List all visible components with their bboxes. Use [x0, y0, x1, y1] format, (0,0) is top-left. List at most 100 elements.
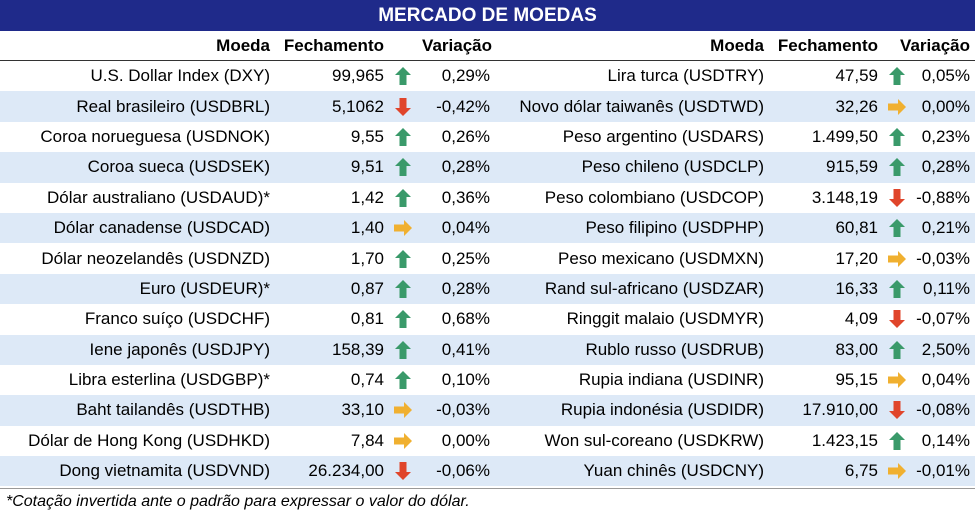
footnote: *Cotação invertida ante o padrão para ex… — [6, 493, 470, 510]
closing-value: 9,51 — [350, 157, 384, 177]
closing-value: 47,59 — [835, 66, 878, 86]
table-title: MERCADO DE MOEDAS — [0, 0, 975, 31]
table-row: U.S. Dollar Index (DXY) 99,965 0,29% Lira t… — [0, 61, 975, 91]
variation-value: 0,28% — [441, 278, 490, 298]
table-body: U.S. Dollar Index (DXY) 99,965 0,29% Lira t… — [0, 61, 975, 487]
trend-up-icon — [390, 274, 416, 304]
trend-flat-icon — [884, 243, 910, 273]
currency-name: Yuan chinês (USDCNY) — [583, 461, 764, 481]
variation-value: 0,14% — [921, 430, 970, 450]
variation-value: 0,10% — [441, 370, 490, 390]
table-row: Dólar australiano (USDAUD)* 1,42 0,36% Peso… — [0, 183, 975, 213]
variation-value: 0,41% — [441, 339, 490, 359]
currency-name: Baht tailandês (USDTHB) — [76, 400, 270, 420]
closing-value: 0,74 — [350, 370, 384, 390]
currency-name: Peso mexicano (USDMXN) — [558, 248, 764, 268]
closing-value: 0,87 — [350, 278, 384, 298]
closing-value: 17,20 — [835, 248, 878, 268]
trend-down-icon — [884, 304, 910, 334]
currency-name: Coroa sueca (USDSEK) — [87, 157, 270, 177]
variation-value: -0,08% — [916, 400, 970, 420]
table-row: Coroa sueca (USDSEK) 9,51 0,28% Peso chilen… — [0, 152, 975, 183]
header-row: Moeda Fechamento Variação Moeda Fechamen… — [0, 31, 975, 61]
variation-value: 0,05% — [921, 66, 970, 86]
currency-name: Dólar neozelandês (USDNZD) — [41, 248, 270, 268]
closing-value: 1.499,50 — [811, 126, 878, 146]
closing-value: 6,75 — [844, 461, 878, 481]
variation-value: -0,03% — [916, 248, 970, 268]
currency-name: Novo dólar taiwanês (USDTWD) — [519, 96, 764, 116]
currency-name: Ringgit malaio (USDMYR) — [566, 309, 764, 329]
variation-value: -0,42% — [436, 96, 490, 116]
currency-name: Peso colombiano (USDCOP) — [544, 187, 764, 207]
currency-name: Lira turca (USDTRY) — [607, 66, 765, 86]
currency-name: Libra esterlina (USDGBP)* — [68, 370, 270, 390]
closing-value: 915,59 — [826, 157, 878, 177]
variation-value: 0,00% — [921, 96, 970, 116]
trend-flat-icon — [884, 456, 910, 486]
table-row: Iene japonês (USDJPY) 158,39 0,41% Rublo ru… — [0, 334, 975, 365]
trend-flat-icon — [390, 426, 416, 456]
variation-value: -0,01% — [916, 461, 970, 481]
closing-value: 9,55 — [350, 126, 384, 146]
currency-name: Rand sul-africano (USDZAR) — [544, 278, 764, 298]
trend-down-icon — [884, 395, 910, 425]
trend-up-icon — [390, 304, 416, 334]
trend-down-icon — [390, 91, 416, 121]
variation-value: 0,26% — [441, 126, 490, 146]
closing-value: 60,81 — [835, 218, 878, 238]
variation-value: 0,00% — [441, 430, 490, 450]
trend-flat-icon — [390, 395, 416, 425]
table-row: Euro (USDEUR)* 0,87 0,28% Rand sul-africano… — [0, 273, 975, 305]
currency-name: Franco suíço (USDCHF) — [84, 309, 270, 329]
closing-value: 1,40 — [350, 218, 384, 238]
variation-value: -0,03% — [436, 400, 490, 420]
closing-value: 3.148,19 — [811, 187, 878, 207]
table-row: Dólar neozelandês (USDNZD) 1,70 0,25% Peso … — [0, 243, 975, 273]
closing-value: 32,26 — [835, 96, 878, 116]
variation-value: -0,88% — [916, 187, 970, 207]
closing-value: 1.423,15 — [811, 430, 878, 450]
header-moeda-right: Moeda — [710, 36, 764, 55]
closing-value: 7,84 — [350, 430, 384, 450]
closing-value: 16,33 — [835, 278, 878, 298]
trend-flat-icon — [390, 213, 416, 243]
currency-name: Rupia indiana (USDINR) — [578, 370, 764, 390]
table-row: Franco suíço (USDCHF) 0,81 0,68% Ringgit ma… — [0, 304, 975, 334]
currency-name: Euro (USDEUR)* — [139, 278, 270, 298]
closing-value: 158,39 — [332, 339, 384, 359]
currency-name: Dólar canadense (USDCAD) — [53, 218, 270, 238]
currency-name: Dong vietnamita (USDVND) — [59, 461, 270, 481]
variation-value: 0,25% — [441, 248, 490, 268]
trend-up-icon — [884, 122, 910, 152]
trend-up-icon — [390, 243, 416, 273]
table-row: Coroa norueguesa (USDNOK) 9,55 0,26% Peso a… — [0, 122, 975, 152]
header-fechamento-right: Fechamento — [777, 36, 878, 55]
currency-name: Won sul-coreano (USDKRW) — [544, 430, 765, 450]
trend-up-icon — [884, 274, 910, 304]
table-row: Dólar de Hong Kong (USDHKD) 7,84 0,00% Won … — [0, 426, 975, 456]
table-row: Real brasileiro (USDBRL) 5,1062 -0,42% Novo… — [0, 91, 975, 122]
variation-value: 2,50% — [921, 339, 970, 359]
closing-value: 4,09 — [844, 309, 878, 329]
currency-name: Dólar australiano (USDAUD)* — [47, 187, 270, 207]
currency-name: Peso argentino (USDARS) — [562, 126, 764, 146]
variation-value: -0,07% — [916, 309, 970, 329]
closing-value: 26.234,00 — [308, 461, 384, 481]
closing-value: 1,70 — [350, 248, 384, 268]
trend-up-icon — [884, 426, 910, 456]
variation-value: 0,04% — [921, 370, 970, 390]
trend-up-icon — [884, 61, 910, 91]
variation-value: 0,04% — [441, 218, 490, 238]
header-variacao-left: Variação — [422, 36, 492, 55]
variation-value: 0,23% — [921, 126, 970, 146]
variation-value: 0,29% — [441, 66, 490, 86]
variation-value: 0,21% — [921, 218, 970, 238]
trend-up-icon — [390, 61, 416, 91]
variation-value: 0,36% — [441, 187, 490, 207]
trend-up-icon — [390, 122, 416, 152]
currency-name: Peso chileno (USDCLP) — [581, 157, 764, 177]
currency-name: U.S. Dollar Index (DXY) — [90, 66, 271, 86]
header-variacao-right: Variação — [900, 36, 970, 55]
closing-value: 83,00 — [835, 339, 878, 359]
